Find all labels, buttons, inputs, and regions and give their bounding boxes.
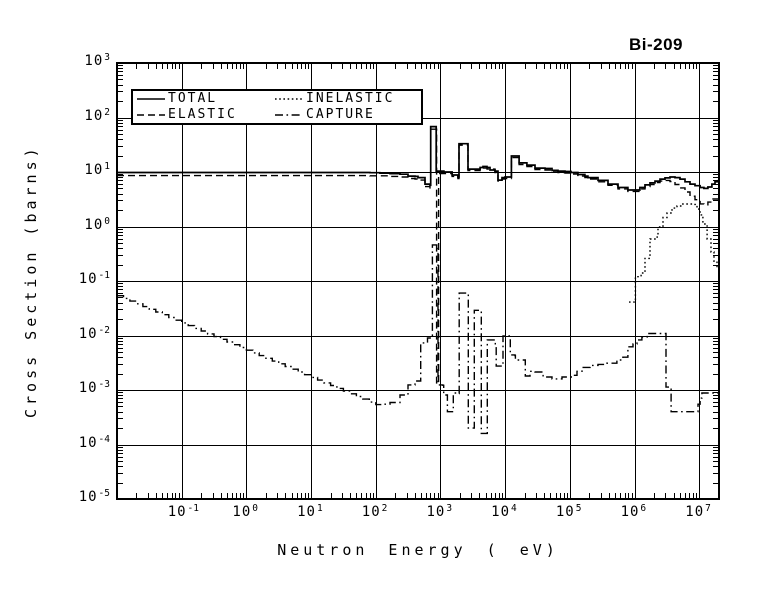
x-tick-label: 102 bbox=[361, 503, 388, 520]
y-tick-label: 101 bbox=[62, 161, 110, 178]
y-tick-label: 103 bbox=[62, 52, 110, 69]
plot-frame bbox=[116, 62, 720, 500]
inelastic-curve bbox=[629, 203, 718, 303]
x-tick-label: 107 bbox=[685, 503, 711, 520]
legend-line-dotted bbox=[275, 98, 303, 100]
elastic-curve bbox=[117, 128, 720, 385]
tick-exponent: 5 bbox=[575, 503, 582, 514]
tick-exponent: 2 bbox=[104, 106, 110, 118]
x-axis-label: Neutron Energy ( eV) bbox=[277, 541, 559, 559]
y-tick-label: 10-4 bbox=[62, 433, 110, 451]
tick-base: 10 bbox=[78, 271, 98, 287]
tick-base: 10 bbox=[620, 504, 640, 520]
y-tick-label: 10-1 bbox=[62, 270, 110, 287]
capture-curve bbox=[117, 244, 720, 435]
tick-base: 10 bbox=[426, 504, 446, 520]
tick-base: 10 bbox=[84, 216, 104, 233]
tick-base: 10 bbox=[167, 504, 187, 520]
tick-exponent: -3 bbox=[98, 379, 110, 390]
tick-base: 10 bbox=[84, 53, 104, 69]
tick-exponent: 6 bbox=[640, 503, 647, 514]
curves bbox=[117, 125, 720, 435]
legend-label: TOTAL bbox=[168, 91, 218, 106]
y-axis-label: Cross Section (barns) bbox=[22, 144, 40, 418]
x-tick-label: 100 bbox=[232, 503, 258, 520]
total-curve bbox=[117, 125, 720, 191]
tick-base: 10 bbox=[78, 489, 98, 505]
frame-rect bbox=[116, 62, 720, 500]
y-tick-label: 100 bbox=[62, 215, 110, 233]
tick-exponent: -2 bbox=[98, 324, 110, 336]
tick-base: 10 bbox=[361, 504, 381, 520]
x-tick-label: 106 bbox=[620, 503, 647, 520]
tick-exponent: 3 bbox=[104, 52, 110, 63]
tick-exponent: 2 bbox=[381, 503, 388, 514]
tick-exponent: -1 bbox=[187, 503, 199, 514]
legend-label: INELASTIC bbox=[306, 91, 395, 106]
legend-entry-total: TOTAL bbox=[137, 91, 275, 107]
legend-entry-inelastic: INELASTIC bbox=[275, 91, 421, 107]
tick-base: 10 bbox=[78, 325, 98, 342]
tick-base: 10 bbox=[84, 107, 104, 124]
legend-box: TOTAL INELASTIC ELASTIC CAPTURE bbox=[131, 89, 423, 125]
tick-exponent: 0 bbox=[104, 215, 110, 227]
tick-base: 10 bbox=[685, 504, 705, 520]
legend-entry-elastic: ELASTIC bbox=[137, 107, 275, 123]
tick-exponent: 4 bbox=[511, 503, 517, 514]
x-tick-label: 103 bbox=[426, 503, 453, 520]
tick-base: 10 bbox=[491, 504, 511, 520]
gridlines bbox=[117, 63, 719, 499]
legend-line-solid bbox=[137, 98, 165, 100]
tick-base: 10 bbox=[232, 504, 252, 520]
y-tick-label: 10-3 bbox=[62, 379, 110, 396]
legend-entry-capture: CAPTURE bbox=[275, 107, 421, 123]
tick-exponent: 1 bbox=[104, 161, 110, 172]
x-tick-label: 104 bbox=[491, 503, 517, 520]
legend-line-dashed bbox=[137, 114, 165, 116]
tick-exponent: 0 bbox=[252, 503, 258, 514]
tick-exponent: -5 bbox=[98, 488, 110, 499]
y-tick-label: 10-5 bbox=[62, 488, 110, 505]
tick-base: 10 bbox=[297, 504, 316, 520]
tick-exponent: 1 bbox=[316, 503, 323, 514]
y-tick-label: 102 bbox=[62, 106, 110, 124]
tick-base: 10 bbox=[78, 380, 98, 396]
tick-base: 10 bbox=[84, 162, 104, 178]
tick-exponent: 3 bbox=[446, 503, 453, 514]
tick-exponent: 7 bbox=[705, 503, 711, 514]
x-tick-label: 10-1 bbox=[167, 503, 199, 520]
tick-exponent: -1 bbox=[98, 270, 110, 281]
legend-line-dashdot bbox=[275, 114, 303, 116]
y-tick-label: 10-2 bbox=[62, 324, 110, 342]
tick-exponent: -4 bbox=[98, 433, 110, 445]
legend-label: CAPTURE bbox=[306, 107, 375, 122]
x-tick-label: 101 bbox=[297, 503, 323, 520]
legend-label: ELASTIC bbox=[168, 107, 237, 122]
tick-base: 10 bbox=[555, 504, 575, 520]
chart-title: Bi-209 bbox=[628, 35, 684, 54]
x-tick-label: 105 bbox=[555, 503, 582, 520]
tick-base: 10 bbox=[78, 434, 98, 451]
